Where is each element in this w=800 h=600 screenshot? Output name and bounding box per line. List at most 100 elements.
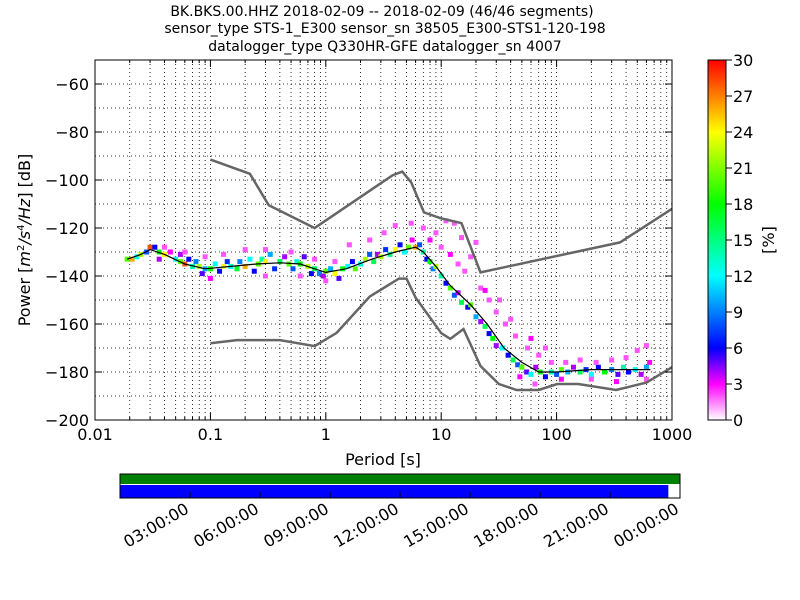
heatmap-bin <box>323 268 329 274</box>
heatmap-bin <box>570 364 576 370</box>
heatmap-bin <box>259 256 265 262</box>
heatmap-bin <box>340 266 346 272</box>
title-line-2: sensor_type STS-1_E300 sensor_sn 38505_E… <box>164 21 605 37</box>
heatmap-bin <box>397 242 403 248</box>
heatmap-bin <box>548 359 554 365</box>
heatmap-bin <box>234 266 240 272</box>
heatmap-bin <box>371 259 377 265</box>
heatmap-bin <box>558 367 564 373</box>
heatmap-bin <box>374 251 380 257</box>
time-tick-label: 09:00:00 <box>260 499 332 551</box>
time-coverage-axis: 03:00:0006:00:0009:00:0012:00:0015:00:00… <box>119 473 682 551</box>
heatmap-bin <box>196 263 202 269</box>
heatmap-bin <box>525 345 531 351</box>
y-tick-label: −120 <box>45 219 89 238</box>
y-axis-label-prefix: Power [ <box>15 267 34 327</box>
x-tick-label: 1000 <box>652 425 693 444</box>
heatmap-bin <box>515 362 521 368</box>
heatmap-bin <box>430 266 436 272</box>
heatmap-bin <box>282 254 288 260</box>
heatmap-bin <box>638 371 644 377</box>
y-axis-label-exp1: 2 <box>16 245 27 251</box>
heatmap-bin <box>615 371 621 377</box>
heatmap-bin <box>533 364 539 370</box>
heatmap-bin <box>288 249 294 255</box>
heatmap-bin <box>459 235 465 241</box>
noise-model-nhnm <box>209 158 673 274</box>
colorbar-tick-label: 6 <box>733 339 743 358</box>
heatmap-bin <box>320 273 326 279</box>
heatmap-bin <box>345 263 351 269</box>
heatmap-bin <box>643 364 649 370</box>
heatmap-bin <box>221 251 227 257</box>
y-axis-label-m: m <box>15 251 34 267</box>
heatmap-bin <box>383 247 389 253</box>
time-ticks: 03:00:0006:00:0009:00:0012:00:0015:00:00… <box>120 492 682 551</box>
time-tick-label: 15:00:00 <box>400 499 472 551</box>
colorbar: 0 3 6 9 12 15 18 21 24 27 30 [%] <box>707 51 778 430</box>
heatmap-bin <box>152 244 158 250</box>
y-tick-label: −100 <box>45 171 89 190</box>
heatmap-bin <box>387 251 393 257</box>
heatmap-bin <box>554 371 560 377</box>
heatmap-bin <box>447 251 453 257</box>
heatmap-bin <box>482 323 488 329</box>
heatmap-bin <box>401 249 407 255</box>
heatmap-bin <box>496 297 502 303</box>
time-tick-label: 06:00:00 <box>190 499 262 551</box>
plot-background <box>95 60 672 420</box>
heatmap-bin <box>124 256 130 262</box>
heatmap-bin <box>478 319 484 325</box>
heatmap-bin <box>346 242 352 248</box>
heatmap-bin <box>362 256 368 262</box>
heatmap-bin <box>563 359 569 365</box>
heatmap-bin <box>510 357 516 363</box>
heatmap-bin <box>517 374 523 380</box>
plot-frame <box>94 59 673 421</box>
heatmap-bin <box>134 254 140 260</box>
heatmap-bin <box>212 261 218 267</box>
colorbar-label: [%] <box>759 226 778 254</box>
heatmap-bin <box>623 355 629 361</box>
heatmap-bin <box>473 314 479 320</box>
colorbar-tick-label: 21 <box>733 159 753 178</box>
heatmap-bin <box>392 223 398 229</box>
heatmap-bin <box>505 352 511 358</box>
heatmap-bin <box>588 371 594 377</box>
heatmap-bin <box>438 273 444 279</box>
heatmap-bin <box>532 381 538 387</box>
heatmap-bin <box>417 242 423 248</box>
heatmap-bin <box>177 251 183 257</box>
colorbar-ticks: 0 3 6 9 12 15 18 21 24 27 30 <box>726 51 753 430</box>
heatmap-bin <box>129 256 135 262</box>
heatmap-bin <box>565 369 571 375</box>
heatmap-bin <box>443 280 449 286</box>
colorbar-tick-label: 15 <box>733 231 753 250</box>
heatmap-bin <box>438 244 444 250</box>
y-axis-label-suffix: ] [dB] <box>15 154 34 199</box>
heatmap-bin <box>193 259 199 265</box>
heatmap-bin <box>323 278 329 284</box>
heatmap-bin <box>277 259 283 265</box>
y-tick-label: −60 <box>55 75 89 94</box>
heatmap-bin <box>601 369 607 375</box>
heatmap-bin <box>482 287 488 293</box>
heatmap-bin <box>427 237 433 243</box>
heatmap-bin <box>156 256 162 262</box>
y-axis-label-hz: /Hz <box>15 198 34 226</box>
heatmap-bin <box>332 259 338 265</box>
heatmap-bin <box>595 364 601 370</box>
heatmap-bin <box>167 249 173 255</box>
heatmap-bin <box>262 273 268 279</box>
title-line-1: BK.BKS.00.HHZ 2018-02-09 -- 2018-02-09 (… <box>170 4 593 20</box>
heatmap-bin <box>332 271 338 277</box>
heatmap-bin <box>147 244 153 250</box>
heatmap-bin <box>634 347 640 353</box>
heatmap-bin <box>478 285 484 291</box>
heatmap-bin <box>647 359 653 365</box>
heatmap-bin <box>237 259 243 265</box>
heatmap-bin <box>486 297 492 303</box>
heatmap-bin <box>262 259 268 265</box>
colorbar-tick-label: 27 <box>733 87 753 106</box>
heatmap-bin <box>352 266 358 272</box>
